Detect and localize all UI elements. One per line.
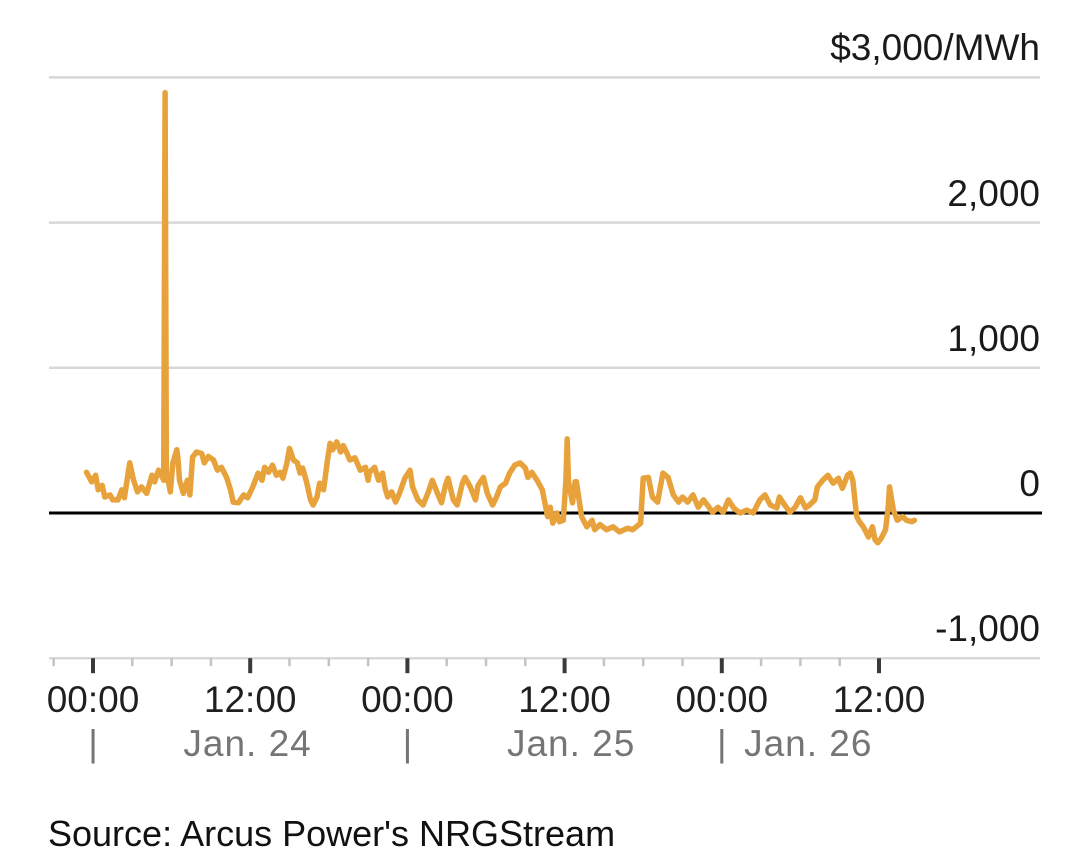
date-label: Jan. 26 [744, 723, 873, 764]
x-axis-tick-label: 12:00 [203, 679, 297, 720]
x-axis-tick-label: 12:00 [518, 679, 611, 720]
y-axis-label: -1,000 [935, 608, 1040, 650]
x-axis-tick-label: 12:00 [832, 679, 926, 720]
y-axis-label: 1,000 [947, 317, 1040, 359]
x-axis-tick-label: 00:00 [46, 679, 140, 720]
date-label: Jan. 25 [506, 723, 636, 764]
x-axis-tick-label: 00:00 [361, 679, 454, 720]
y-axis-label: 2,000 [947, 172, 1040, 214]
price-series-line [83, 89, 918, 546]
midnight-separator: | [88, 723, 98, 764]
date-label: Jan. 24 [183, 723, 312, 764]
x-axis-tick-label: 00:00 [675, 679, 769, 720]
midnight-separator: | [402, 723, 413, 764]
y-axis-label: 0 [1019, 463, 1040, 504]
y-axis-label: $3,000/MWh [830, 27, 1040, 69]
midnight-separator: | [716, 723, 727, 764]
source-attribution: Source: Arcus Power's NRGStream [48, 813, 616, 854]
